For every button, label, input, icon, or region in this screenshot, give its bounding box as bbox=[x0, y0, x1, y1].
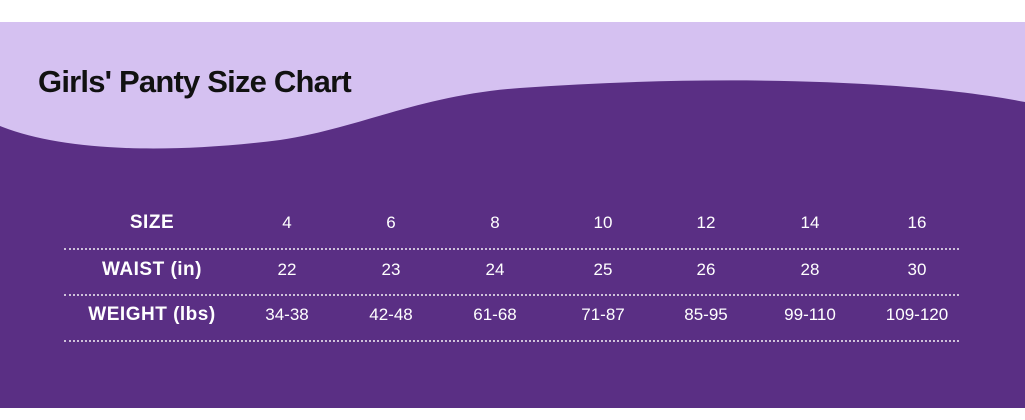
table-cell: 34-38 bbox=[265, 305, 309, 324]
row-label: WAIST (in) bbox=[102, 259, 202, 280]
table-cell: 71-87 bbox=[581, 305, 625, 324]
table-cell: 26 bbox=[696, 260, 716, 279]
dotted-divider bbox=[64, 340, 959, 342]
dotted-divider bbox=[64, 294, 959, 296]
page-title: Girls' Panty Size Chart bbox=[38, 64, 352, 99]
table-cell: 30 bbox=[907, 260, 927, 279]
table-cell: 6 bbox=[386, 213, 396, 232]
table-cell: 85-95 bbox=[684, 305, 728, 324]
table-cell: 8 bbox=[490, 213, 500, 232]
row-label: WEIGHT (lbs) bbox=[88, 304, 216, 325]
table-cell: 22 bbox=[277, 260, 297, 279]
table-cell: 24 bbox=[485, 260, 505, 279]
table-cell: 12 bbox=[696, 213, 716, 232]
row-label: SIZE bbox=[129, 212, 175, 233]
table-cell: 23 bbox=[381, 260, 401, 279]
table-cell: 99-110 bbox=[784, 305, 836, 324]
table-cell: 42-48 bbox=[369, 305, 413, 324]
table-cell: 4 bbox=[282, 213, 292, 232]
purple-band bbox=[0, 80, 1025, 408]
table-cell: 16 bbox=[907, 213, 927, 232]
table-cell: 14 bbox=[800, 213, 820, 232]
table-cell: 25 bbox=[593, 260, 613, 279]
table-cell: 28 bbox=[800, 260, 820, 279]
dotted-divider bbox=[64, 248, 959, 250]
table-cell: 10 bbox=[593, 213, 613, 232]
table-cell: 109-120 bbox=[885, 305, 949, 324]
table-cell: 61-68 bbox=[473, 305, 517, 324]
